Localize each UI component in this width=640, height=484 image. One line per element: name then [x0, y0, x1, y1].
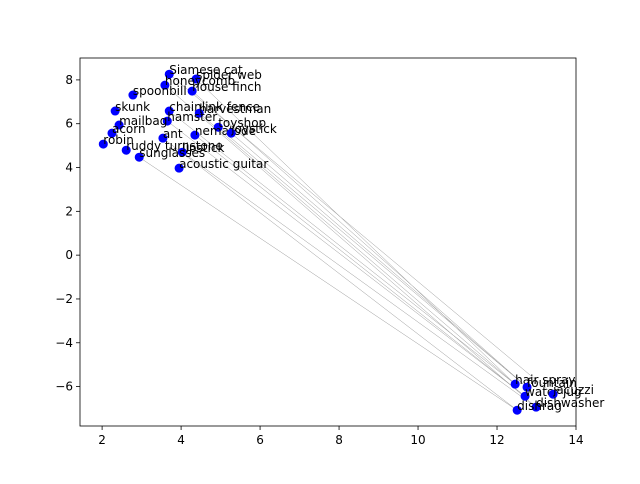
- y-tick-label: −6: [55, 380, 73, 394]
- point-label: lipstick: [182, 141, 224, 155]
- point: [190, 130, 200, 140]
- point: [164, 69, 174, 79]
- link: [162, 137, 518, 411]
- point: [213, 122, 223, 132]
- point: [128, 90, 138, 100]
- x-tick-label: 2: [98, 433, 106, 447]
- link: [169, 110, 516, 385]
- point: [162, 116, 172, 126]
- x-tick-label: 6: [256, 433, 264, 447]
- point: [512, 405, 522, 415]
- point: [194, 108, 204, 118]
- point-label: spoonbill: [133, 84, 187, 98]
- point-label: skunk: [115, 100, 150, 114]
- link: [167, 120, 526, 397]
- point: [164, 106, 174, 116]
- link: [195, 78, 516, 385]
- point-label: robin: [103, 133, 134, 147]
- x-tick-label: 4: [177, 433, 185, 447]
- y-tick-label: −4: [55, 336, 73, 350]
- point: [110, 106, 120, 116]
- y-tick-label: 0: [65, 248, 73, 262]
- point: [174, 163, 184, 173]
- point: [134, 152, 144, 162]
- link: [164, 84, 537, 408]
- y-tick-label: 4: [65, 161, 73, 175]
- plot-frame: [79, 57, 577, 427]
- point: [520, 391, 530, 401]
- point-label: hair spray: [515, 373, 575, 387]
- link: [182, 151, 537, 408]
- link: [218, 127, 528, 388]
- link: [191, 90, 528, 388]
- point: [107, 128, 117, 138]
- point-label: acoustic guitar: [179, 157, 268, 171]
- point: [177, 147, 187, 157]
- point-label: ant: [163, 127, 183, 141]
- point: [98, 139, 108, 149]
- point-label: honeycomb: [165, 74, 235, 88]
- x-tick-label: 14: [568, 433, 583, 447]
- point-label: joystick: [230, 122, 277, 136]
- point: [548, 389, 558, 399]
- point: [121, 145, 131, 155]
- point: [531, 402, 541, 412]
- y-tick-label: 8: [65, 73, 73, 87]
- x-tick-label: 12: [489, 433, 504, 447]
- point: [158, 133, 168, 143]
- x-tick-label: 8: [335, 433, 343, 447]
- point-label: acorn: [112, 122, 146, 136]
- point-label: spider web: [196, 68, 262, 82]
- point: [510, 379, 520, 389]
- point-label: ruddy turnstone: [126, 139, 223, 153]
- link: [194, 134, 526, 397]
- link: [231, 132, 528, 388]
- point: [226, 128, 236, 138]
- point: [160, 80, 170, 90]
- point-label: chainlink fence: [169, 100, 260, 114]
- point-label: fountain: [527, 376, 577, 390]
- point: [522, 382, 532, 392]
- point-label: house finch: [192, 80, 261, 94]
- y-tick-label: −2: [55, 292, 73, 306]
- point-label: harvestman: [199, 102, 271, 116]
- point-label: dishwasher: [536, 396, 604, 410]
- point: [187, 86, 197, 96]
- point-label: sunglasses: [139, 146, 205, 160]
- point-label: mailbag: [119, 114, 167, 128]
- point: [114, 120, 124, 130]
- y-tick-label: 6: [65, 117, 73, 131]
- point-label: hamster: [167, 110, 217, 124]
- point-label: jacuzzi: [552, 383, 594, 397]
- link: [139, 157, 518, 411]
- point-label: toyshop: [218, 116, 266, 130]
- x-tick-label: 10: [410, 433, 425, 447]
- point-label: nematode: [195, 124, 256, 138]
- point: [191, 74, 201, 84]
- point-label: dishrag: [517, 399, 562, 413]
- link: [169, 74, 554, 395]
- point-label: Siamese cat: [169, 63, 243, 77]
- link: [199, 113, 516, 385]
- y-tick-label: 2: [65, 204, 73, 218]
